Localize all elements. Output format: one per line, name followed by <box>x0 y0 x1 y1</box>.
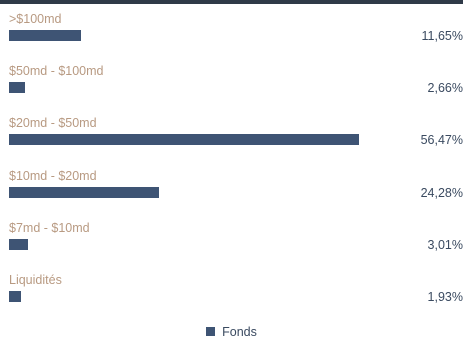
chart-legend: Fonds <box>0 324 463 340</box>
value-label: 24,28% <box>420 185 463 200</box>
value-label: 2,66% <box>427 81 463 96</box>
category-label: Liquidités <box>9 273 62 287</box>
value-label: 56,47% <box>420 133 463 148</box>
category-label: >$100md <box>9 12 62 26</box>
value-label: 3,01% <box>427 237 463 252</box>
bar <box>9 291 21 302</box>
legend-swatch <box>206 327 216 336</box>
category-label: $10md - $20md <box>9 168 97 183</box>
bar <box>9 134 359 146</box>
category-label: $20md - $50md <box>9 116 97 131</box>
category-label: $7md - $10md <box>9 220 90 235</box>
category-label: $50md - $100md <box>9 64 104 79</box>
value-label: 11,65% <box>421 29 463 43</box>
legend-label: Fonds <box>222 325 257 339</box>
bar <box>9 82 26 94</box>
top-rule <box>0 0 463 4</box>
bar <box>9 186 160 198</box>
value-label: 1,93% <box>427 290 463 304</box>
bar <box>9 238 28 250</box>
bar <box>9 30 82 41</box>
